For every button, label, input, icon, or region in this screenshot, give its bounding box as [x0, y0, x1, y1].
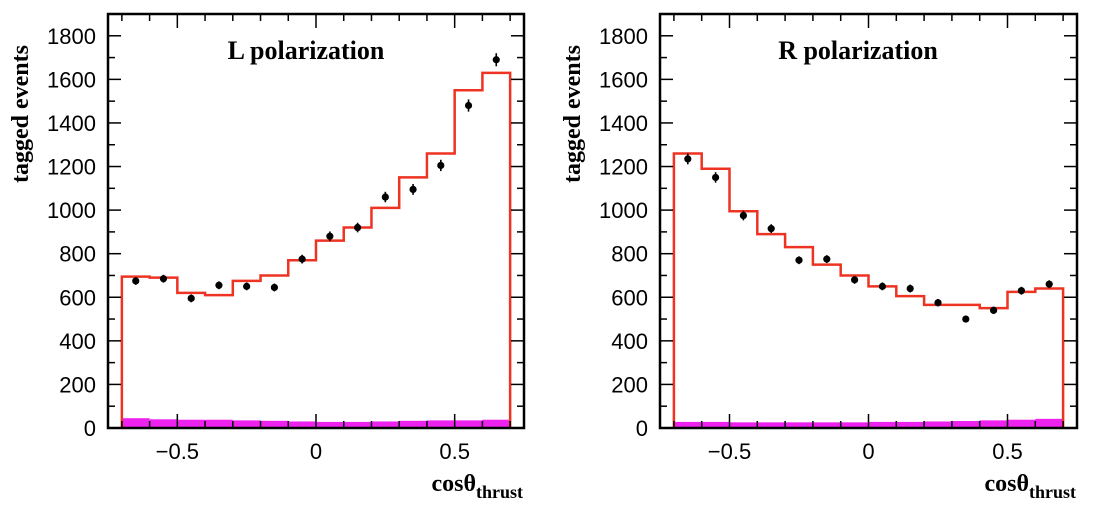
chart-title: R polarization — [778, 36, 938, 65]
data-point — [739, 211, 748, 220]
background-bin — [701, 421, 730, 428]
background-bin — [343, 421, 372, 428]
background-bin — [149, 419, 178, 428]
plot-frame — [658, 12, 1079, 430]
data-point — [492, 56, 500, 64]
background-bin — [371, 421, 400, 428]
data-point — [354, 223, 362, 232]
data-point — [381, 193, 389, 201]
background-bin — [979, 420, 1008, 428]
background-bin — [924, 421, 952, 428]
data-point — [962, 315, 970, 323]
background-bin — [868, 421, 897, 428]
x-tick-label: 0 — [862, 439, 874, 464]
background-bin — [121, 418, 150, 428]
background-bin — [260, 420, 289, 428]
background-bin — [840, 422, 869, 428]
x-axis-label-subscript: thrust — [476, 482, 523, 502]
y-tick-label: 1400 — [599, 111, 648, 136]
background-bin — [812, 422, 841, 428]
data-point — [1045, 280, 1053, 288]
data-point — [795, 256, 803, 264]
data-point — [409, 185, 417, 194]
chart-title: L polarization — [228, 36, 385, 65]
background-bin — [232, 420, 261, 428]
data-point — [767, 225, 775, 233]
data-point — [464, 101, 473, 110]
data-point — [132, 277, 140, 285]
x-tick-label: 0.5 — [439, 439, 470, 464]
background-bin — [896, 421, 925, 428]
background-bin — [757, 422, 786, 428]
x-axis-label: cosθthrust — [984, 471, 1076, 502]
background-bin — [316, 421, 344, 428]
x-tick-label: −0.5 — [156, 439, 199, 464]
x-tick-label: 0 — [310, 439, 322, 464]
y-axis-label: tagged events — [560, 45, 586, 183]
y-tick-label: 400 — [59, 329, 96, 354]
background-bin — [205, 419, 233, 428]
y-tick-label: 1400 — [47, 111, 96, 136]
background-bin — [673, 421, 702, 428]
model-step-line — [120, 71, 512, 428]
y-tick-label: 0 — [84, 416, 96, 441]
background-bin — [951, 421, 980, 428]
chart-panel-r-polarization: 0 200 400 600 800 1000 1200 1400 1600 1800 −0.5 0 0.… — [560, 12, 1079, 502]
chart-panel-l-polarization: 0 200 400 600 800 1000 1200 1400 1600 1800 −0.5 0 0.… — [8, 12, 526, 502]
x-axis-label: cosθthrust — [431, 471, 523, 502]
data-point — [215, 281, 223, 289]
data-point — [878, 282, 887, 290]
model-step-line — [672, 152, 1065, 428]
data-point — [990, 306, 998, 314]
data-point — [934, 299, 942, 307]
x-axis-label-subscript: thrust — [1029, 482, 1076, 502]
background-bin — [177, 419, 206, 428]
data-point — [298, 255, 306, 263]
plot-frame — [106, 12, 526, 430]
data-point — [712, 173, 720, 182]
data-point — [326, 232, 334, 240]
y-tick-label: 1800 — [599, 24, 648, 49]
background-bin — [482, 419, 511, 428]
y-tick-label: 1000 — [47, 198, 96, 223]
y-tick-label: 1800 — [47, 24, 96, 49]
y-tick-label: 1600 — [47, 67, 96, 92]
x-tick-label: −0.5 — [708, 439, 751, 464]
background-bin — [288, 421, 316, 428]
y-tick-label: 200 — [59, 372, 96, 397]
y-axis-label: tagged events — [8, 45, 34, 183]
y-tick-label: 400 — [611, 329, 648, 354]
y-tick-label: 0 — [636, 416, 648, 441]
y-tick-label: 800 — [59, 242, 96, 267]
data-point — [1017, 287, 1025, 295]
data-point — [270, 283, 278, 292]
x-axis-label-main: cosθ — [984, 471, 1029, 497]
data-point — [159, 275, 168, 283]
y-tick-label: 1000 — [599, 198, 648, 223]
background-bin — [454, 420, 483, 428]
data-point — [437, 161, 445, 170]
y-tick-label: 200 — [611, 372, 648, 397]
background-bin — [1035, 418, 1064, 428]
data-point — [823, 255, 831, 263]
data-point — [851, 276, 859, 284]
background-bin — [729, 422, 758, 428]
data-point — [906, 284, 914, 293]
x-axis-label-main: cosθ — [431, 471, 476, 497]
background-bin — [426, 420, 455, 428]
y-tick-label: 800 — [611, 242, 648, 267]
y-tick-label: 1600 — [599, 67, 648, 92]
y-tick-label: 1200 — [599, 155, 648, 180]
background-bin — [399, 420, 427, 428]
data-point — [684, 155, 692, 163]
background-bin — [785, 422, 813, 428]
y-tick-label: 600 — [611, 285, 648, 310]
x-tick-label: 0.5 — [992, 439, 1023, 464]
background-bin — [1007, 419, 1036, 428]
y-tick-label: 1200 — [47, 155, 96, 180]
y-tick-label: 600 — [59, 285, 96, 310]
data-point — [243, 282, 251, 290]
data-point — [187, 294, 195, 302]
